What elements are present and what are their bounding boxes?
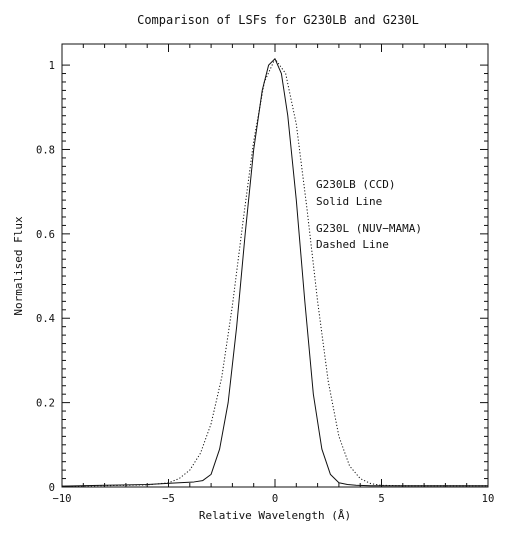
y-tick-labels: 0 0.2 0.4 0.6 0.8 1 <box>36 60 55 494</box>
annotation-dashed-line: Dashed Line <box>316 238 389 251</box>
y-tick-label: 0 <box>49 482 55 494</box>
annotation-g230l: G230L (NUV−MAMA) <box>316 222 422 235</box>
plot-frame <box>61 43 489 488</box>
x-tick-label: −5 <box>162 493 175 505</box>
axis-ticks <box>61 44 489 488</box>
y-tick-label: 0.6 <box>36 229 55 241</box>
series-line-solid <box>61 58 488 487</box>
x-tick-labels: −10 −5 0 5 10 <box>53 493 495 505</box>
x-tick-label: −10 <box>53 493 72 505</box>
x-tick-label: 5 <box>378 493 384 505</box>
y-tick-label: 0.8 <box>36 144 55 156</box>
series-group <box>61 58 488 487</box>
chart-title: Comparison of LSFs for G230LB and G230L <box>137 13 419 27</box>
x-tick-label: 10 <box>482 493 495 505</box>
x-tick-label: 0 <box>272 493 278 505</box>
x-axis-label: Relative Wavelength (Å) <box>199 509 351 522</box>
y-tick-label: 0.2 <box>36 398 55 410</box>
y-axis-label: Normalised Flux <box>12 216 25 316</box>
series-line-dotted <box>61 58 488 487</box>
y-tick-label: 1 <box>49 60 55 72</box>
annotation-g230lb: G230LB (CCD) <box>316 178 395 191</box>
y-tick-label: 0.4 <box>36 313 55 325</box>
annotation-solid-line: Solid Line <box>316 195 382 208</box>
